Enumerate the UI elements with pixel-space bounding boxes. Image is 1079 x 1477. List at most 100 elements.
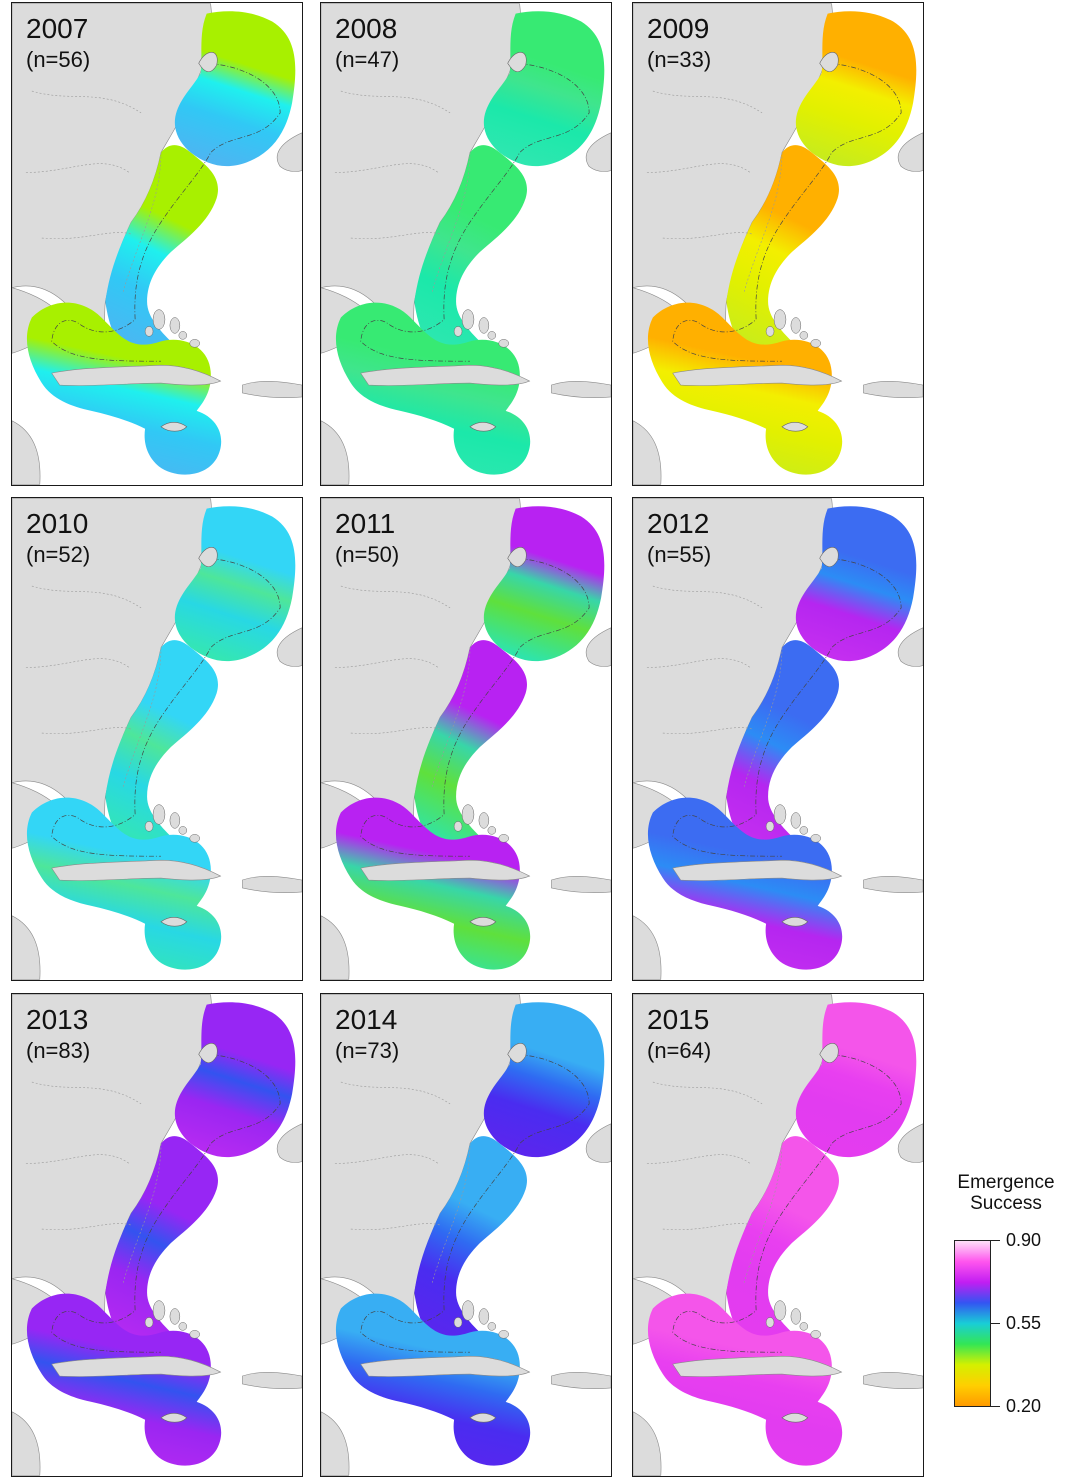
surface-north bbox=[174, 11, 296, 167]
bahamas-island bbox=[498, 1330, 509, 1339]
map-2010 bbox=[12, 498, 302, 980]
bahamas-island bbox=[461, 1300, 475, 1321]
surface-south bbox=[26, 302, 222, 475]
surface-north bbox=[795, 1002, 917, 1158]
surface-mid bbox=[726, 640, 839, 857]
land-mass-central-america bbox=[321, 1411, 350, 1476]
map-panel-2007: 2007 (n=56) bbox=[11, 2, 303, 486]
land-mass-central-america bbox=[633, 420, 662, 485]
land-mass-central-america bbox=[321, 915, 350, 980]
cuba bbox=[51, 1355, 222, 1377]
cuba bbox=[672, 859, 843, 881]
panel-sample-size: (n=47) bbox=[335, 47, 400, 72]
legend-title-line1: Emergence bbox=[957, 1172, 1055, 1193]
bahamas-island bbox=[152, 309, 166, 330]
bahamas-island bbox=[169, 812, 181, 829]
bahamas-island bbox=[178, 331, 188, 340]
bahamas-island bbox=[461, 804, 475, 825]
panel-year-label: 2014 bbox=[335, 1004, 398, 1035]
hispaniola bbox=[242, 876, 302, 894]
bahamas-island bbox=[144, 1317, 154, 1328]
land-mass-central-america bbox=[12, 420, 41, 485]
surface-south bbox=[335, 1293, 531, 1466]
bahamas-island bbox=[790, 317, 802, 334]
map-panel-2009: 2009 (n=33) bbox=[632, 2, 924, 486]
surface-south bbox=[335, 302, 531, 475]
cuba bbox=[672, 1355, 843, 1377]
surface-south bbox=[26, 1293, 222, 1466]
map-2015 bbox=[633, 994, 923, 1476]
bahamas-island bbox=[178, 1322, 188, 1331]
bahamas-island bbox=[189, 834, 200, 843]
bahamas-island bbox=[810, 834, 821, 843]
bahamas-island bbox=[773, 309, 787, 330]
bahamas-island bbox=[144, 326, 154, 337]
bahamas-island bbox=[152, 1300, 166, 1321]
land-mass-central-america bbox=[633, 915, 662, 980]
map-panel-2010: 2010 (n=52) bbox=[11, 497, 303, 981]
land-mass-central-america bbox=[12, 915, 41, 980]
surface-south bbox=[647, 1293, 843, 1466]
nova-scotia-island bbox=[198, 547, 218, 567]
surface-mid bbox=[414, 1136, 527, 1353]
surface-mid bbox=[105, 145, 218, 362]
bahamas-island bbox=[453, 326, 463, 337]
nova-scotia-island bbox=[507, 1043, 527, 1063]
cuba bbox=[360, 1355, 531, 1377]
hispaniola bbox=[551, 876, 611, 894]
map-panel-2008: 2008 (n=47) bbox=[320, 2, 612, 486]
panel-year-label: 2011 bbox=[335, 508, 396, 539]
bahamas-island bbox=[498, 834, 509, 843]
jamaica bbox=[781, 421, 809, 432]
panel-year-label: 2013 bbox=[26, 1004, 89, 1035]
surface-north bbox=[174, 506, 296, 662]
hispaniola bbox=[863, 1372, 923, 1390]
bahamas-island bbox=[189, 339, 200, 348]
nova-scotia-island bbox=[819, 547, 839, 567]
shelf-contour bbox=[672, 62, 902, 362]
panel-year-label: 2009 bbox=[647, 13, 710, 44]
cuba bbox=[51, 364, 222, 386]
panel-sample-size: (n=55) bbox=[647, 542, 712, 567]
hispaniola bbox=[863, 381, 923, 399]
panel-year-label: 2008 bbox=[335, 13, 398, 44]
bahamas-island bbox=[189, 1330, 200, 1339]
cuba bbox=[51, 859, 222, 881]
surface-north bbox=[483, 506, 605, 662]
surface-north bbox=[483, 11, 605, 167]
surface-north bbox=[795, 506, 917, 662]
land-mass-edge bbox=[897, 1123, 923, 1163]
land-mass-edge bbox=[585, 132, 611, 172]
land-mass-central-america bbox=[12, 1411, 41, 1476]
map-panel-2011: 2011 (n=50) bbox=[320, 497, 612, 981]
panel-sample-size: (n=52) bbox=[26, 542, 91, 567]
map-panel-2015: 2015 (n=64) bbox=[632, 993, 924, 1477]
panel-sample-size: (n=56) bbox=[26, 47, 91, 72]
bahamas-island bbox=[810, 339, 821, 348]
bahamas-island bbox=[799, 331, 809, 340]
hispaniola bbox=[863, 876, 923, 894]
bahamas-island bbox=[773, 1300, 787, 1321]
bahamas-island bbox=[178, 826, 188, 835]
legend-tick-label: 0.90 bbox=[1006, 1230, 1042, 1250]
surface-mid bbox=[414, 145, 527, 362]
map-2009 bbox=[633, 3, 923, 485]
surface-south bbox=[335, 797, 531, 970]
hispaniola bbox=[242, 1372, 302, 1390]
map-2014 bbox=[321, 994, 611, 1476]
legend-tick-label: 0.20 bbox=[1006, 1396, 1042, 1416]
nova-scotia-island bbox=[507, 52, 527, 72]
bahamas-island bbox=[765, 1317, 775, 1328]
panel-year-label: 2012 bbox=[647, 508, 710, 539]
shelf-contour bbox=[360, 62, 590, 362]
land-mass-edge bbox=[585, 1123, 611, 1163]
jamaica bbox=[160, 1412, 188, 1423]
jamaica bbox=[781, 1412, 809, 1423]
bahamas-island bbox=[144, 821, 154, 832]
jamaica bbox=[160, 916, 188, 927]
bahamas-island bbox=[765, 326, 775, 337]
surface-north bbox=[795, 11, 917, 167]
shelf-contour bbox=[51, 62, 281, 362]
nova-scotia-island bbox=[819, 1043, 839, 1063]
legend-tick bbox=[990, 1406, 1000, 1407]
